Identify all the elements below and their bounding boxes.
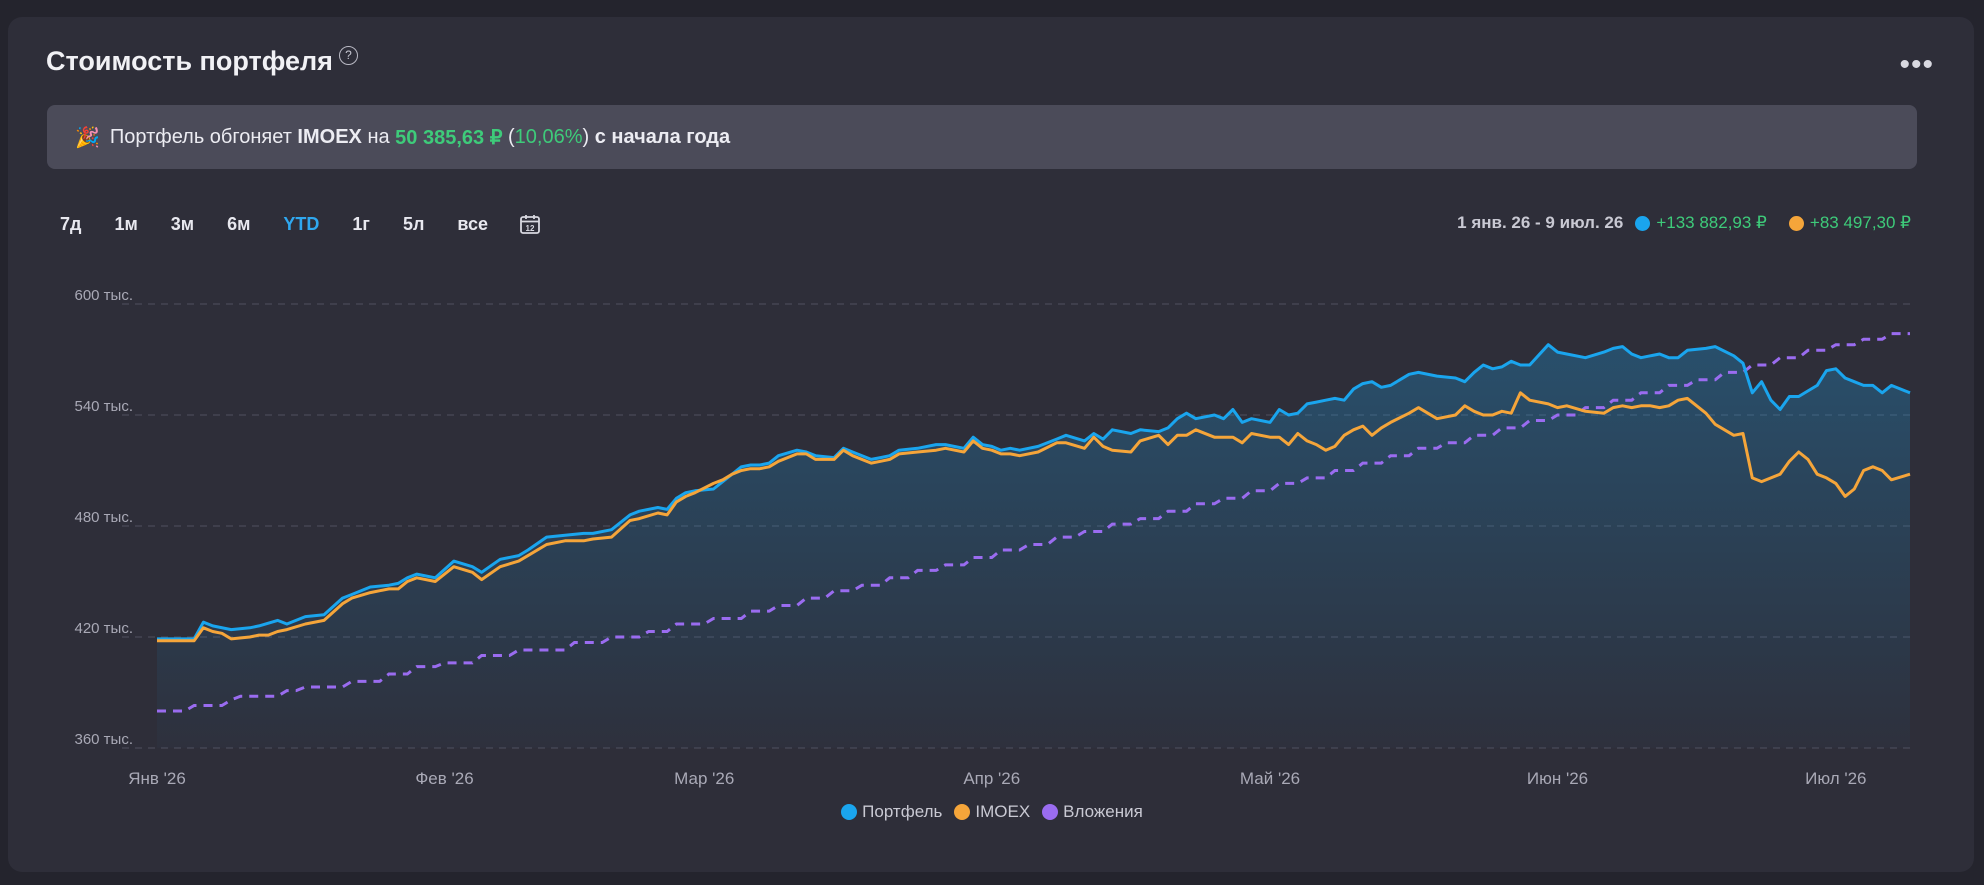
- series-line-imoex[interactable]: [157, 391, 1911, 643]
- legend-portfolio-dot: [841, 804, 858, 820]
- series-line-contributions[interactable]: [157, 332, 1910, 713]
- banner-on: на: [367, 125, 390, 148]
- y-tick-label: 540 тыс.: [74, 398, 133, 415]
- y-tick-label: 600 тыс.: [74, 287, 133, 304]
- period-7d[interactable]: 7д: [60, 213, 82, 234]
- period-ytd[interactable]: YTD: [283, 213, 320, 234]
- period-1m[interactable]: 1м: [114, 213, 138, 234]
- banner-percent: 10,06%: [514, 125, 583, 148]
- imoex-change: +83 497,30 ₽: [1809, 213, 1911, 232]
- legend-imoex-label: IMOEX: [975, 802, 1031, 821]
- legend-imoex-dot: [954, 804, 971, 820]
- x-tick-label: Май '26: [1240, 769, 1300, 788]
- portfolio-change: +133 882,93 ₽: [1656, 213, 1767, 232]
- banner-percent-close: ): [582, 125, 590, 148]
- x-tick-label: Апр '26: [963, 769, 1020, 788]
- legend-contributions[interactable]: Вложения: [1042, 802, 1143, 822]
- legend-portfolio-label: Портфель: [862, 802, 943, 821]
- period-5y[interactable]: 5л: [402, 213, 425, 234]
- x-tick-label: Фев '26: [415, 769, 473, 788]
- chart-legend: Портфель IMOEX Вложения: [0, 802, 1984, 822]
- x-tick-label: Июл '26: [1805, 769, 1866, 788]
- help-icon[interactable]: ?: [338, 46, 358, 65]
- title-row: Стоимость портфеля ?: [46, 46, 358, 77]
- legend-imoex[interactable]: IMOEX: [954, 802, 1030, 822]
- x-tick-label: Янв '26: [128, 769, 186, 788]
- axis-layer: 360 тыс. 420 тыс. 480 тыс. 540 тыс. 600 тыс.…: [74, 287, 1866, 788]
- legend-contributions-dot: [1042, 804, 1059, 820]
- period-3m[interactable]: 3м: [170, 213, 195, 234]
- banner-percent-open: (: [508, 125, 515, 148]
- series-layer: [157, 332, 1911, 713]
- page-title: Стоимость портфеля: [46, 46, 333, 76]
- range-dates: 1 янв. 26 - 9 июл. 26: [1457, 213, 1624, 232]
- calendar-icon[interactable]: 12: [519, 213, 541, 235]
- period-6m[interactable]: 6м: [227, 213, 251, 234]
- y-tick-label: 360 тыс.: [74, 731, 133, 748]
- legend-contributions-label: Вложения: [1063, 802, 1143, 821]
- banner-index: IMOEX: [297, 125, 362, 148]
- portfolio-area: [157, 344, 1910, 748]
- period-all[interactable]: все: [457, 213, 489, 234]
- banner-prefix: Портфель обгоняет: [109, 125, 292, 148]
- party-popper-icon: 🎉: [75, 126, 100, 149]
- banner-suffix: с начала года: [594, 125, 731, 148]
- period-1y[interactable]: 1г: [352, 213, 370, 234]
- period-selector: 7д 1м 3м 6м YTD 1г 5л все 12: [60, 213, 541, 235]
- performance-banner: 🎉 Портфель обгоняет IMOEX на 50 385,63 ₽…: [47, 105, 1917, 169]
- y-tick-label: 420 тыс.: [74, 620, 133, 637]
- y-tick-label: 480 тыс.: [74, 509, 133, 526]
- series-line-portfolio[interactable]: [157, 343, 1911, 641]
- x-tick-label: Июн '26: [1527, 769, 1588, 788]
- portfolio-chart[interactable]: 360 тыс. 420 тыс. 480 тыс. 540 тыс. 600 тыс.…: [0, 0, 1984, 800]
- legend-portfolio[interactable]: Портфель: [841, 802, 942, 822]
- imoex-dot: [1788, 215, 1804, 231]
- area-layer: [157, 344, 1910, 748]
- range-summary: 1 янв. 26 - 9 июл. 26 +133 882,93 ₽ +83 …: [1457, 213, 1911, 233]
- calendar-day: 12: [526, 224, 535, 233]
- banner-amount: 50 385,63 ₽: [395, 126, 503, 149]
- x-tick-label: Мар '26: [674, 769, 734, 788]
- portfolio-dot: [1635, 215, 1651, 231]
